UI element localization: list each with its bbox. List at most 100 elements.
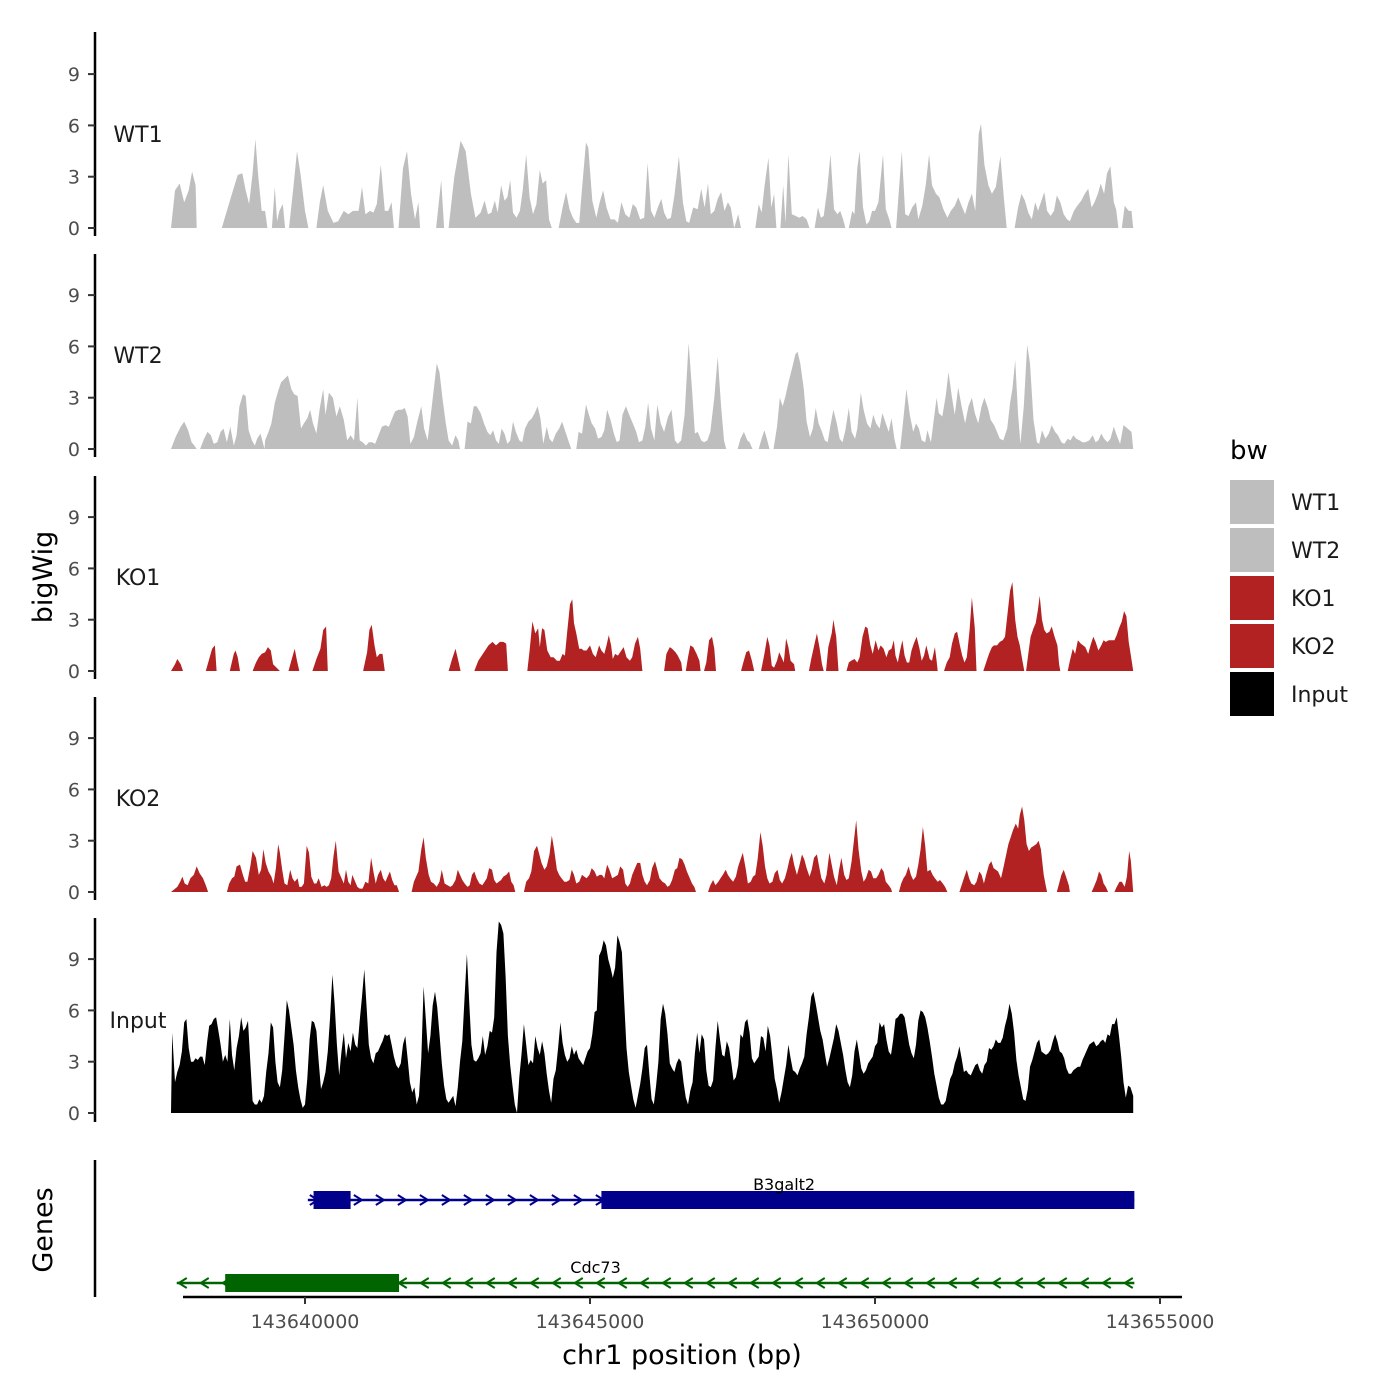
- strand-arrow: [1056, 1277, 1068, 1289]
- strand-arrow: [572, 1277, 584, 1289]
- strand-arrow: [1012, 1277, 1024, 1289]
- y-tick-label: 0: [68, 218, 80, 240]
- gene-exon: [601, 1191, 1135, 1209]
- track-ko2: 0 3 6 9 KO2: [68, 697, 1134, 904]
- legend-swatch: [1230, 576, 1274, 620]
- strand-arrow: [418, 1277, 430, 1289]
- track-label: WT1: [113, 123, 162, 148]
- strand-arrow: [485, 1194, 496, 1206]
- y-tick-label: 6: [68, 558, 80, 580]
- bigwig-tracks: 0 3 6 9 WT1 0 3 6 9 WT2 0 3 6 9 KO1 0 3 6 9 KO2 0 3 6 9 Input: [68, 32, 1134, 1125]
- strand-arrow: [551, 1194, 562, 1206]
- y-tick-label: 6: [68, 779, 80, 801]
- coverage-area-wt1: [171, 123, 1134, 228]
- strand-arrow: [726, 1277, 738, 1289]
- strand-arrow: [462, 1277, 474, 1289]
- strand-arrow: [484, 1277, 496, 1289]
- strand-arrow: [704, 1277, 716, 1289]
- y-tick-label: 9: [68, 949, 80, 971]
- strand-arrow: [1078, 1277, 1090, 1289]
- track-wt1: 0 3 6 9 WT1: [68, 32, 1134, 240]
- strand-arrow: [550, 1277, 562, 1289]
- track-label: WT2: [113, 344, 162, 369]
- strand-arrow: [1034, 1277, 1046, 1289]
- strand-arrow: [902, 1277, 914, 1289]
- y-tick-label: 9: [68, 728, 80, 750]
- x-axis-title: chr1 position (bp): [562, 1340, 802, 1371]
- y-tick-label: 6: [68, 336, 80, 358]
- legend-title: bw: [1230, 436, 1268, 466]
- legend-label: KO1: [1291, 587, 1336, 612]
- strand-arrow: [836, 1277, 848, 1289]
- coverage-area-input: [171, 921, 1134, 1113]
- strand-arrow: [660, 1277, 672, 1289]
- strand-arrow: [375, 1194, 386, 1206]
- x-tick-label: 143655000: [1106, 1311, 1215, 1333]
- y-tick-label: 3: [68, 610, 80, 632]
- y-tick-label: 9: [68, 64, 80, 86]
- gene-b3galt2: B3galt2: [307, 1175, 1135, 1209]
- genes-panel: B3galt2 Cdc73: [93, 1160, 1135, 1297]
- strand-arrow: [463, 1194, 474, 1206]
- strand-arrow: [968, 1277, 980, 1289]
- track-label: Input: [110, 1009, 167, 1034]
- y-tick-label: 9: [68, 285, 80, 307]
- y-tick-label: 0: [68, 661, 80, 683]
- legend-label: Input: [1291, 683, 1348, 708]
- strand-arrow: [573, 1194, 584, 1206]
- legend-swatch: [1230, 528, 1274, 572]
- legend-label: WT2: [1291, 539, 1340, 564]
- strand-arrow: [792, 1277, 804, 1289]
- strand-arrow: [748, 1277, 760, 1289]
- strand-arrow: [946, 1277, 958, 1289]
- strand-arrow: [198, 1277, 210, 1289]
- strand-arrow: [616, 1277, 628, 1289]
- strand-arrow: [507, 1194, 518, 1206]
- gene-exon: [225, 1274, 400, 1292]
- strand-arrow: [397, 1194, 408, 1206]
- coverage-area-ko1: [171, 582, 1134, 671]
- strand-arrow: [1122, 1277, 1134, 1289]
- y-tick-label: 3: [68, 831, 80, 853]
- strand-arrow: [441, 1194, 452, 1206]
- track-label: KO2: [116, 787, 161, 812]
- strand-arrow: [858, 1277, 870, 1289]
- strand-arrow: [529, 1194, 540, 1206]
- y-tick-label: 0: [68, 439, 80, 461]
- strand-arrow: [682, 1277, 694, 1289]
- strand-arrow: [353, 1194, 364, 1206]
- y-tick-label: 9: [68, 507, 80, 529]
- strand-arrow: [1100, 1277, 1112, 1289]
- y-tick-label: 3: [68, 1052, 80, 1074]
- y-tick-label: 3: [68, 388, 80, 410]
- strand-arrow: [924, 1277, 936, 1289]
- x-tick-label: 143645000: [536, 1311, 645, 1333]
- gene-cdc73: Cdc73: [176, 1258, 1135, 1292]
- strand-arrow: [638, 1277, 650, 1289]
- track-input: 0 3 6 9 Input: [68, 918, 1134, 1125]
- legend-swatch: [1230, 480, 1274, 524]
- legend-swatch: [1230, 624, 1274, 668]
- strand-arrow: [880, 1277, 892, 1289]
- y-axis-title: bigWig: [28, 531, 59, 624]
- strand-arrow: [528, 1277, 540, 1289]
- y-tick-label: 3: [68, 167, 80, 189]
- strand-arrow: [176, 1277, 188, 1289]
- x-tick-label: 143640000: [251, 1311, 360, 1333]
- strand-arrow: [440, 1277, 452, 1289]
- coverage-area-ko2: [171, 806, 1134, 892]
- y-tick-label: 0: [68, 882, 80, 904]
- legend-label: WT1: [1291, 491, 1340, 516]
- y-tick-label: 6: [68, 115, 80, 137]
- legend-label: KO2: [1291, 635, 1336, 660]
- x-axis: 143640000 143645000 143650000 143655000: [183, 1295, 1215, 1333]
- strand-arrow: [594, 1277, 606, 1289]
- legend: bw WT1 WT2 KO1 KO2 Input: [1230, 436, 1348, 716]
- y-tick-label: 6: [68, 1000, 80, 1022]
- gene-exon: [313, 1191, 351, 1209]
- strand-arrow: [770, 1277, 782, 1289]
- track-ko1: 0 3 6 9 KO1: [68, 476, 1134, 683]
- strand-arrow: [419, 1194, 430, 1206]
- track-wt2: 0 3 6 9 WT2: [68, 254, 1134, 461]
